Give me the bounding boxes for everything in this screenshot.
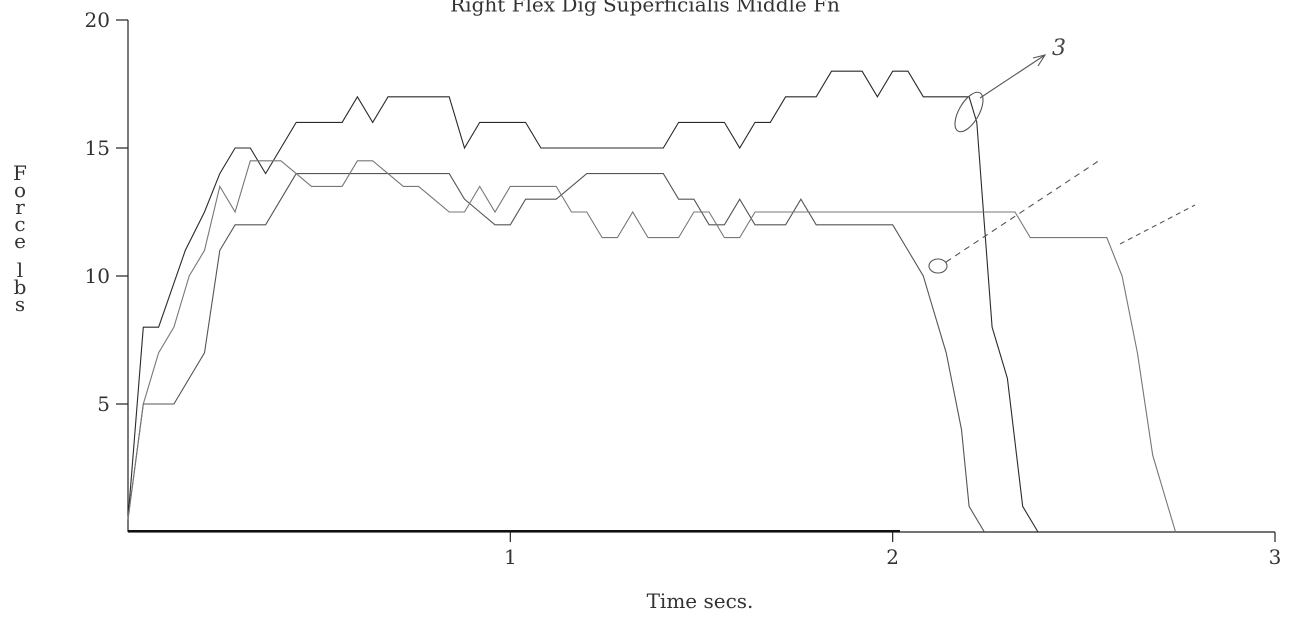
annotation-label: 3 <box>1052 36 1066 61</box>
y-tick-label: 10 <box>85 264 110 288</box>
x-axis-title: Time secs. <box>647 589 754 613</box>
series-line-3 <box>127 160 1177 533</box>
x-tick-label: 3 <box>1269 545 1282 569</box>
chart-title: Right Flex Dig Superficialis Middle Fn <box>450 0 840 17</box>
x-tick-label: 2 <box>886 545 899 569</box>
annotation-circle-2 <box>928 258 948 274</box>
y-tick-label: 5 <box>97 392 110 416</box>
x-tick-label: 1 <box>504 545 517 569</box>
ticks: 1 2 3 5 10 15 20 <box>85 8 1282 569</box>
series-line-2 <box>127 173 985 533</box>
annotation-stroke-2 <box>945 159 1101 263</box>
axes <box>127 20 1275 533</box>
series-group <box>127 70 1177 533</box>
series-line-1 <box>127 70 1039 533</box>
y-tick-label: 15 <box>85 136 110 160</box>
annotation-group: 3 <box>928 36 1196 274</box>
y-tick-label: 20 <box>85 8 110 32</box>
annotation-arrow-1 <box>979 54 1047 99</box>
annotation-circle-1 <box>954 91 984 133</box>
annotation-stroke-3 <box>1119 204 1196 245</box>
